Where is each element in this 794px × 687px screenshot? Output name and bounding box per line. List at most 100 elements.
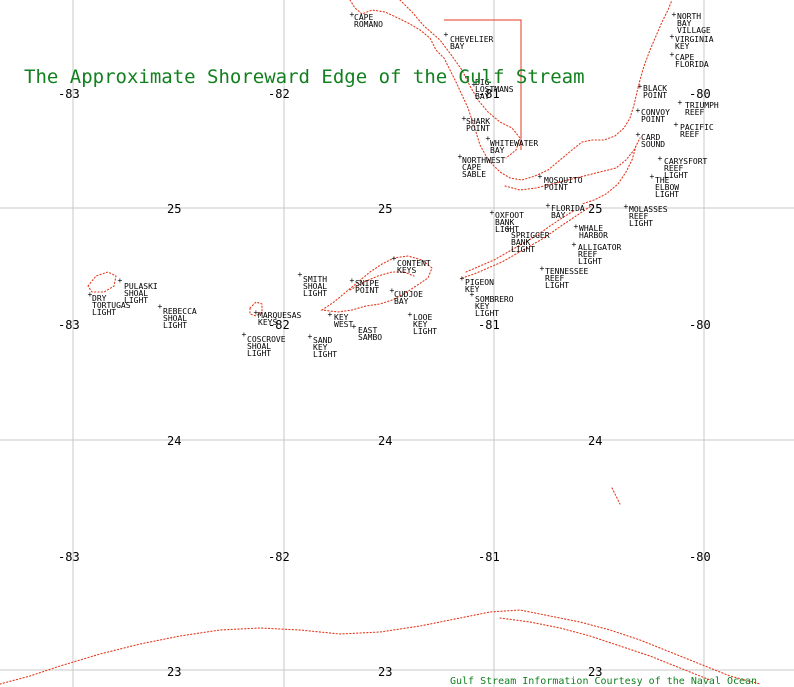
- place-label-the-elbow-light: ELBOW: [655, 183, 679, 192]
- longitude-label: -80: [689, 87, 711, 101]
- place-label-coscrove-shoal-light: COSCROVE: [247, 335, 286, 344]
- place-label-molasses-reef-light: MOLASSES: [629, 205, 668, 214]
- place-label-marquesas-keys: KEYS: [258, 318, 277, 327]
- place-label-card-sound: CARD: [641, 133, 660, 142]
- coastline-cuba: [0, 609, 761, 685]
- longitude-label: -82: [268, 318, 290, 332]
- place-label-the-elbow-light: THE: [655, 176, 670, 185]
- latitude-label: 25: [167, 202, 181, 216]
- place-label-whitewater-bay: BAY: [490, 146, 505, 155]
- coastline-east-keys: [581, 145, 637, 205]
- place-marker: +: [636, 106, 641, 115]
- place-marker: +: [390, 286, 395, 295]
- place-marker: +: [506, 224, 511, 233]
- latitude-label: 25: [378, 202, 392, 216]
- place-label-convoy-point: POINT: [641, 115, 665, 124]
- place-label-chevelier-bay: CHEVELIER: [450, 35, 494, 44]
- place-marker: +: [572, 240, 577, 249]
- longitude-label: -83: [58, 550, 80, 564]
- place-label-sombrero-key-light: SOMBRERO: [475, 295, 514, 304]
- place-marker: +: [254, 308, 259, 317]
- place-label-content-keys: KEYS: [397, 266, 416, 275]
- place-label-cape-romano: CAPE: [354, 13, 373, 22]
- latitude-label: 24: [378, 434, 392, 448]
- place-label-looe-key-light: KEY: [413, 320, 428, 329]
- place-label-oxfoot-bank-light: BANK: [495, 218, 514, 227]
- longitude-label: -81: [478, 550, 500, 564]
- place-label-cudjoe-bay: BAY: [394, 297, 409, 306]
- place-label-sand-key-light: KEY: [313, 343, 328, 352]
- place-label-triumph-reef: REEF: [685, 108, 704, 117]
- longitude-label: -83: [58, 318, 80, 332]
- place-label-triumph-reef: TRIUMPH: [685, 101, 719, 110]
- place-label-mosquito-point: MOSQUITO: [544, 176, 583, 185]
- place-label-shark-point: SHARK: [466, 117, 490, 126]
- place-label-big-lostmans-bay: BIG: [475, 78, 490, 87]
- place-label-alligator-reef-light: REEF: [578, 250, 597, 259]
- place-label-big-lostmans-bay: BAY: [475, 92, 490, 101]
- place-marker: +: [242, 330, 247, 339]
- place-label-cape-florida: CAPE: [675, 53, 694, 62]
- place-label-cudjoe-bay: CUDJOE: [394, 290, 423, 299]
- place-label-whale-harbor: WHALE: [579, 224, 603, 233]
- place-label-convoy-point: CONVOY: [641, 108, 670, 117]
- coordinate-labels: -83 -82 -81 -80 -83 -82 -81 -80 -83 -82 …: [58, 87, 711, 679]
- place-label-key-west: WEST: [334, 320, 353, 329]
- coastline-lower-keys: [320, 255, 433, 313]
- place-label-carysfort-reef-light: CARYSFORT: [664, 157, 708, 166]
- place-label-card-sound: SOUND: [641, 140, 665, 149]
- place-label-carysfort-reef-light: LIGHT: [664, 171, 688, 180]
- coastline-cuba-inner: [499, 617, 711, 681]
- place-marker: +: [624, 202, 629, 211]
- latitude-label: 23: [378, 665, 392, 679]
- place-label-pacific-reef: REEF: [680, 130, 699, 139]
- place-marker: +: [470, 290, 475, 299]
- longitude-label: -81: [478, 87, 500, 101]
- place-label-looe-key-light: LOOE: [413, 313, 432, 322]
- place-label-coscrove-shoal-light: SHOAL: [247, 342, 271, 351]
- place-marker: +: [490, 208, 495, 217]
- place-label-dry-tortugas-light: LIGHT: [92, 308, 116, 317]
- place-label-dry-tortugas-light: TORTUGAS: [92, 301, 131, 310]
- place-marker: +: [658, 154, 663, 163]
- place-label-pulaski-shoal-light: SHOAL: [124, 289, 148, 298]
- place-label-cape-romano: ROMANO: [354, 20, 383, 29]
- place-label-pulaski-shoal-light: LIGHT: [124, 296, 148, 305]
- place-marker: +: [352, 322, 357, 331]
- place-label-virginia-key: VIRGINIA: [675, 35, 714, 44]
- place-label-chevelier-bay: BAY: [450, 42, 465, 51]
- place-marker: +: [670, 32, 675, 41]
- place-label-north-bay-village: VILLAGE: [677, 26, 711, 35]
- place-label-pacific-reef: PACIFIC: [680, 123, 714, 132]
- place-marker: +: [538, 172, 543, 181]
- place-label-tennessee-reef-light: TENNESSEE: [545, 267, 589, 276]
- place-label-tennessee-reef-light: LIGHT: [545, 281, 569, 290]
- place-marker: +: [546, 201, 551, 210]
- latitude-label: 24: [588, 434, 602, 448]
- place-label-snipe-point: SNIPE: [355, 279, 379, 288]
- place-label-big-lostmans-bay: LOSTMANS: [475, 85, 514, 94]
- coastline-mainland-interior: [399, 0, 521, 159]
- coastline-bahamas-fragment: [611, 487, 621, 505]
- place-marker: +: [308, 332, 313, 341]
- place-label-alligator-reef-light: LIGHT: [578, 257, 602, 266]
- longitude-label: -82: [268, 550, 290, 564]
- place-label-smith-shoal-light: LIGHT: [303, 289, 327, 298]
- place-label-tennessee-reef-light: REEF: [545, 274, 564, 283]
- place-marker: +: [392, 254, 397, 263]
- place-marker: +: [486, 134, 491, 143]
- place-marker: +: [298, 270, 303, 279]
- place-label-sprigger-bank-light: LIGHT: [511, 245, 535, 254]
- place-marker: +: [650, 172, 655, 181]
- place-marker: +: [88, 290, 93, 299]
- longitude-label: -82: [268, 87, 290, 101]
- place-marker: +: [408, 310, 413, 319]
- place-label-east-sambo: SAMBO: [358, 333, 382, 342]
- coastline: [0, 0, 761, 685]
- place-marker: +: [540, 264, 545, 273]
- place-label-east-sambo: EAST: [358, 326, 377, 335]
- place-label-shark-point: POINT: [466, 124, 490, 133]
- place-label-carysfort-reef-light: REEF: [664, 164, 683, 173]
- place-label-rebecca-shoal-light: LIGHT: [163, 321, 187, 330]
